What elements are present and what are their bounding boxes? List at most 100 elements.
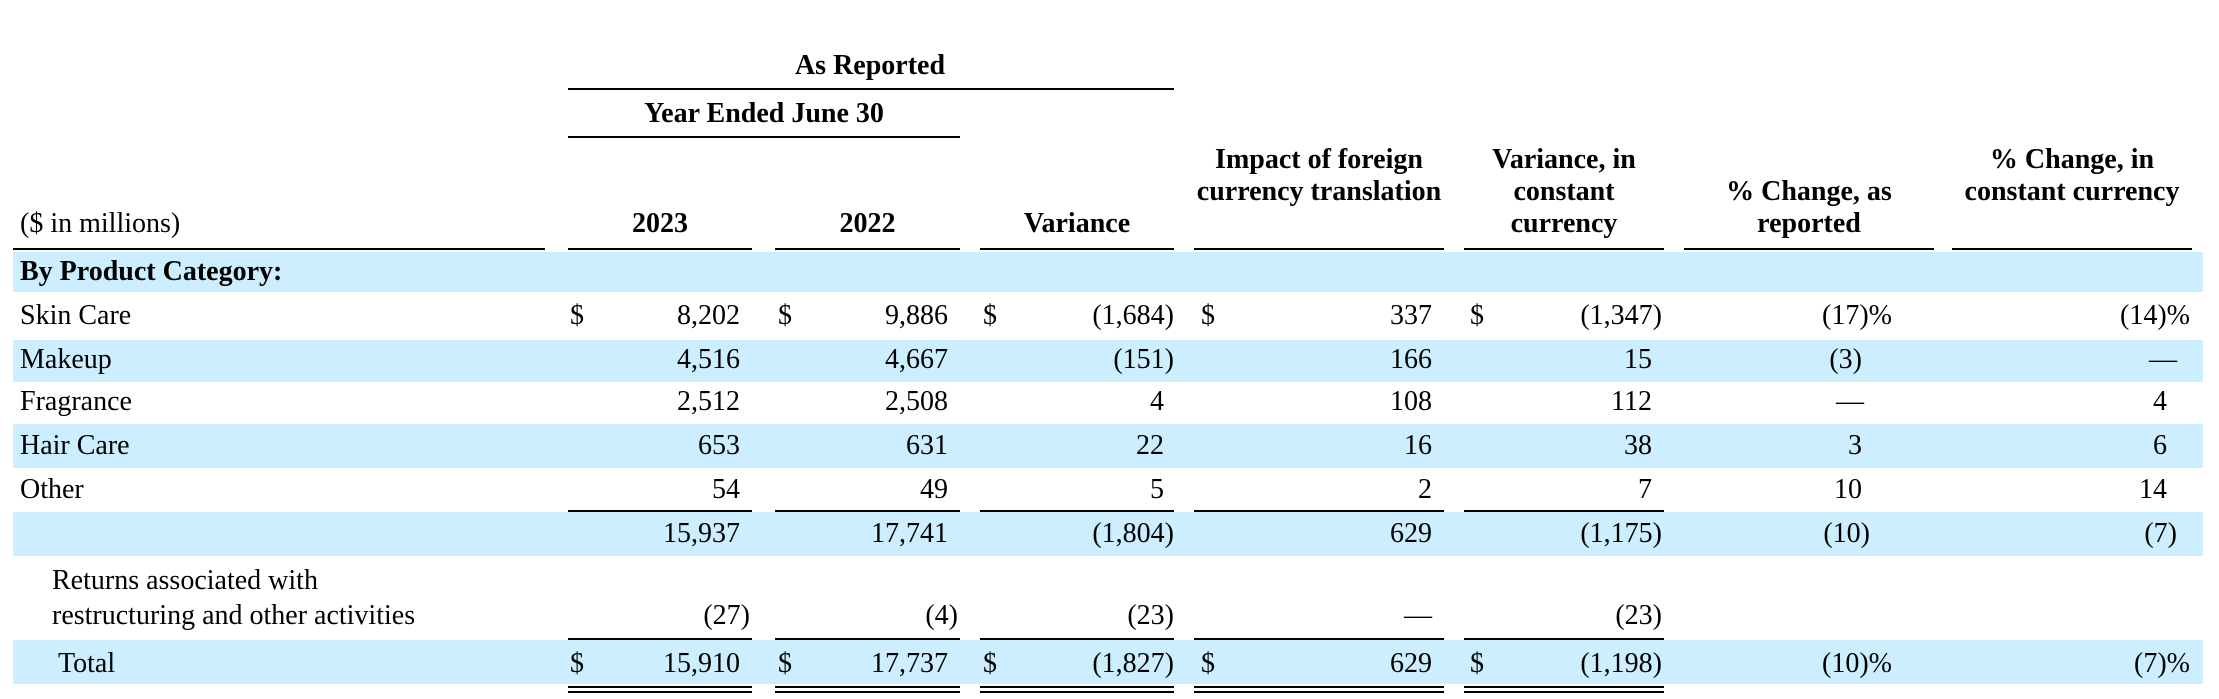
header-underline-fx — [1194, 248, 1444, 250]
currency-symbol: $ — [778, 300, 792, 331]
total-double-rule-var-cc-a — [1464, 686, 1664, 688]
cell-pct-cc: 4 — [2153, 386, 2167, 417]
cell-variance: 5 — [1150, 474, 1164, 505]
returns-label-line1: Returns associated with — [52, 565, 318, 596]
currency-symbol: $ — [983, 648, 997, 679]
row-label: Skin Care — [20, 300, 132, 331]
subtotal-pct-cc: (7) — [2144, 518, 2177, 549]
row-label: Other — [20, 474, 84, 505]
header-underline-2022 — [775, 248, 960, 250]
cell-fx: 2 — [1418, 474, 1432, 505]
subtotal-rule-2022 — [775, 510, 960, 512]
total-rule-var-cc — [1464, 638, 1664, 640]
row-label: Makeup — [20, 344, 112, 375]
as-reported-underline — [568, 88, 1174, 90]
subtotal-fx: 629 — [1390, 518, 1432, 549]
total-rule-2023 — [568, 638, 752, 640]
cell-var-cc: 38 — [1624, 430, 1652, 461]
cell-2023: 4,516 — [677, 344, 740, 375]
subtotal-variance: (1,804) — [1092, 518, 1174, 549]
total-rule-fx — [1194, 638, 1444, 640]
column-header-fx-impact: Impact of foreign currency translation — [1196, 144, 1442, 207]
subtotal-2023: 15,937 — [663, 518, 740, 549]
subtotal-rule-var-cc — [1464, 510, 1664, 512]
row-band-total — [13, 640, 2203, 684]
cell-variance: (151) — [1113, 344, 1174, 375]
row-label: Hair Care — [20, 430, 130, 461]
total-double-rule-variance-a — [980, 686, 1174, 688]
total-double-rule-variance-b — [980, 691, 1174, 693]
total-double-rule-2023-a — [568, 686, 752, 688]
column-header-2022: 2022 — [839, 208, 896, 239]
currency-symbol: $ — [1470, 300, 1484, 331]
section-label: By Product Category: — [20, 256, 283, 287]
row-label: Fragrance — [20, 386, 132, 417]
total-double-rule-2023-b — [568, 691, 752, 693]
total-double-rule-var-cc-b — [1464, 691, 1664, 693]
row-band-makeup — [13, 340, 2203, 382]
column-header-pct-change-constant-currency: % Change, in constant currency — [1964, 144, 2180, 207]
total-pct-rep: (10)% — [1822, 648, 1892, 679]
row-band-subtotal — [13, 512, 2203, 556]
column-header-pct-change-reported: % Change, as reported — [1726, 176, 1892, 239]
cell-var-cc: 112 — [1611, 386, 1652, 417]
header-underline-pct-rep — [1684, 248, 1934, 250]
cell-pct-cc: — — [2149, 344, 2177, 375]
cell-variance: (1,684) — [1092, 300, 1174, 331]
cell-fx: 166 — [1390, 344, 1432, 375]
currency-symbol: $ — [1470, 648, 1484, 679]
returns-2022: (4) — [925, 600, 958, 631]
total-double-rule-fx-b — [1194, 691, 1444, 693]
cell-pct-rep: (3) — [1829, 344, 1862, 375]
cell-fx: 337 — [1390, 300, 1432, 331]
total-fx: 629 — [1390, 648, 1432, 679]
column-header-variance-constant-currency: Variance, in constant currency — [1492, 144, 1636, 239]
currency-symbol: $ — [570, 648, 584, 679]
cell-pct-rep: — — [1836, 386, 1864, 417]
cell-2023: 2,512 — [677, 386, 740, 417]
cell-fx: 108 — [1390, 386, 1432, 417]
total-label: Total — [58, 648, 116, 679]
returns-label-line2: restructuring and other activities — [52, 600, 416, 631]
cell-2022: 631 — [906, 430, 948, 461]
cell-variance: 22 — [1136, 430, 1164, 461]
total-pct-cc: (7)% — [2134, 648, 2190, 679]
subtotal-pct-rep: (10) — [1823, 518, 1870, 549]
year-ended-underline — [568, 136, 960, 138]
subtotal-2022: 17,741 — [871, 518, 948, 549]
total-2023: 15,910 — [663, 648, 740, 679]
column-header-variance: Variance — [1023, 208, 1131, 239]
returns-var-cc: (23) — [1615, 600, 1662, 631]
total-variance: (1,827) — [1092, 648, 1174, 679]
year-ended-header: Year Ended June 30 — [644, 98, 884, 129]
returns-2023: (27) — [703, 600, 750, 631]
cell-2022: 2,508 — [885, 386, 948, 417]
header-underline-var-cc — [1464, 248, 1664, 250]
column-header-2023: 2023 — [632, 208, 688, 239]
returns-fx: — — [1404, 600, 1432, 631]
total-rule-variance — [980, 638, 1174, 640]
total-rule-2022 — [775, 638, 960, 640]
currency-symbol: $ — [778, 648, 792, 679]
row-band-haircare — [13, 424, 2203, 468]
cell-2023: 8,202 — [677, 300, 740, 331]
subtotal-rule-fx — [1194, 510, 1444, 512]
cell-pct-rep: 10 — [1834, 474, 1862, 505]
total-double-rule-fx-a — [1194, 686, 1444, 688]
as-reported-header: As Reported — [794, 50, 946, 81]
cell-pct-rep: (17)% — [1822, 300, 1892, 331]
cell-pct-cc: (14)% — [2120, 300, 2190, 331]
total-double-rule-2022-a — [775, 686, 960, 688]
subtotal-rule-2023 — [568, 510, 752, 512]
cell-2023: 54 — [712, 474, 740, 505]
header-underline-label — [13, 248, 545, 250]
cell-pct-cc: 14 — [2139, 474, 2167, 505]
header-underline-variance — [980, 248, 1174, 250]
row-band-section — [13, 252, 2203, 292]
currency-symbol: $ — [1201, 300, 1215, 331]
cell-fx: 16 — [1404, 430, 1432, 461]
currency-symbol: $ — [570, 300, 584, 331]
currency-symbol: $ — [983, 300, 997, 331]
total-var-cc: (1,198) — [1580, 648, 1662, 679]
subtotal-rule-variance — [980, 510, 1174, 512]
